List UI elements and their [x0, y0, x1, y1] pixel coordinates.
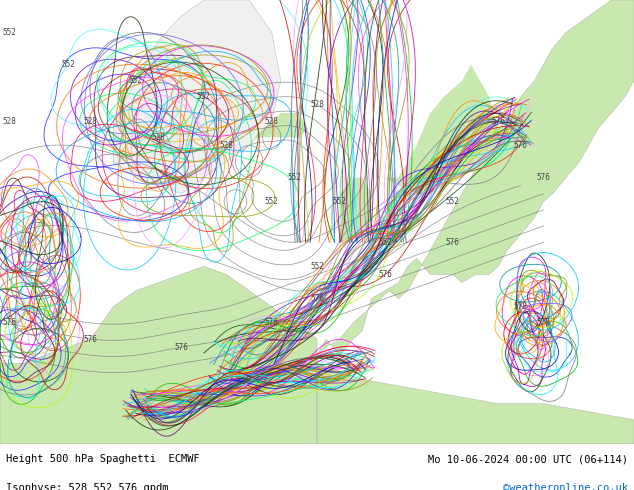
- Polygon shape: [385, 65, 498, 194]
- Text: ©weatheronline.co.uk: ©weatheronline.co.uk: [503, 483, 628, 490]
- Text: 552: 552: [129, 76, 143, 85]
- Text: Mo 10-06-2024 00:00 UTC (06+114): Mo 10-06-2024 00:00 UTC (06+114): [428, 454, 628, 464]
- Text: 528: 528: [265, 117, 279, 125]
- Text: 576: 576: [310, 294, 324, 303]
- Text: 528: 528: [84, 117, 98, 125]
- Text: Isophyse: 528 552 576 gpdm: Isophyse: 528 552 576 gpdm: [6, 483, 169, 490]
- Text: 552: 552: [197, 93, 210, 101]
- Polygon shape: [254, 113, 308, 137]
- Text: 528: 528: [152, 133, 165, 142]
- Text: 576: 576: [174, 343, 188, 352]
- Polygon shape: [317, 363, 634, 444]
- Polygon shape: [0, 267, 317, 444]
- Text: 552: 552: [265, 197, 279, 206]
- Text: 576: 576: [265, 318, 279, 327]
- Text: 528: 528: [310, 100, 324, 109]
- Text: 552: 552: [2, 28, 16, 37]
- Text: 576: 576: [536, 173, 550, 182]
- Text: 552: 552: [310, 262, 324, 271]
- Polygon shape: [340, 177, 372, 242]
- Text: 576: 576: [2, 318, 16, 327]
- Text: 576: 576: [514, 141, 527, 150]
- Text: 552: 552: [61, 60, 75, 69]
- Text: 552: 552: [446, 197, 460, 206]
- Text: 528: 528: [219, 141, 233, 150]
- Text: 576: 576: [84, 335, 98, 343]
- Polygon shape: [317, 0, 634, 355]
- Text: 576: 576: [491, 117, 505, 125]
- Text: 578: 578: [514, 302, 527, 311]
- Text: 552: 552: [378, 238, 392, 246]
- Text: 576: 576: [378, 270, 392, 279]
- Text: 576: 576: [446, 238, 460, 246]
- Text: Height 500 hPa Spaghetti  ECMWF: Height 500 hPa Spaghetti ECMWF: [6, 454, 200, 464]
- Polygon shape: [113, 0, 281, 194]
- Text: 552: 552: [333, 197, 347, 206]
- Text: 578: 578: [536, 318, 550, 327]
- Text: 552: 552: [287, 173, 301, 182]
- Text: 528: 528: [2, 117, 16, 125]
